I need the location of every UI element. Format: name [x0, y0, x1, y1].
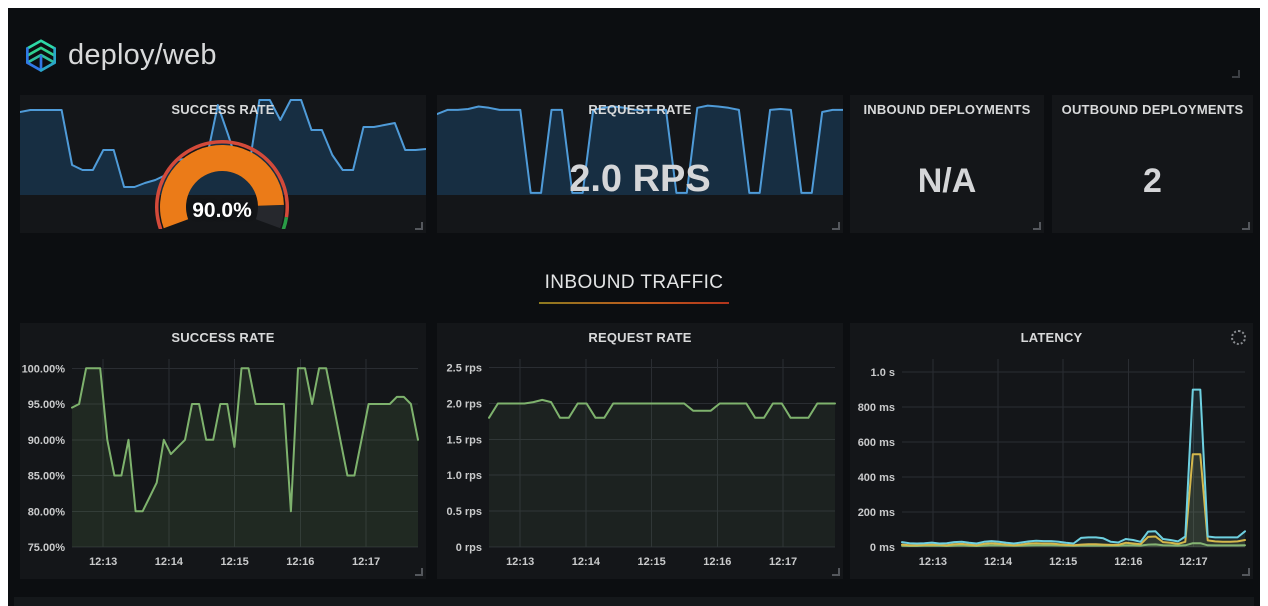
svg-text:12:17: 12:17 — [1179, 556, 1207, 568]
request-rate-value: 2.0 RPS — [569, 158, 711, 200]
svg-text:2.5 rps: 2.5 rps — [447, 363, 482, 375]
panel-title[interactable]: LATENCY — [1020, 330, 1083, 345]
svg-text:12:16: 12:16 — [703, 556, 731, 568]
loading-spinner-icon — [1231, 330, 1246, 345]
svg-text:12:13: 12:13 — [89, 556, 117, 568]
resize-handle[interactable] — [1033, 222, 1041, 230]
svg-text:12:13: 12:13 — [506, 556, 534, 568]
section-row-inbound-traffic: INBOUND TRAFFIC — [8, 270, 1260, 304]
panel-outbound-deployments: OUTBOUND DEPLOYMENTS 2 — [1052, 95, 1253, 233]
dashboard-header: deploy/web — [22, 36, 217, 74]
svg-text:0 ms: 0 ms — [870, 542, 895, 554]
panel-title[interactable]: SUCCESS RATE — [171, 102, 275, 117]
linkerd-logo-icon — [26, 39, 56, 72]
svg-text:2.0 rps: 2.0 rps — [447, 398, 482, 410]
svg-text:12:14: 12:14 — [572, 556, 601, 568]
panel-title[interactable]: INBOUND DEPLOYMENTS — [863, 102, 1031, 117]
svg-text:12:15: 12:15 — [221, 556, 249, 568]
svg-text:12:17: 12:17 — [352, 556, 380, 568]
svg-text:600 ms: 600 ms — [858, 437, 895, 449]
dashboard-title: deploy/web — [68, 38, 217, 71]
svg-text:400 ms: 400 ms — [858, 472, 895, 484]
section-title[interactable]: INBOUND TRAFFIC — [544, 272, 724, 293]
svg-text:0.5 rps: 0.5 rps — [447, 506, 482, 518]
inbound-latency-chart[interactable]: 0 ms 200 ms 400 ms 600 ms 800 ms 1.0 s 12:13 12… — [850, 323, 1253, 579]
svg-text:12:16: 12:16 — [286, 556, 314, 568]
svg-text:90.00%: 90.00% — [28, 435, 66, 447]
success-rate-gauge: 90.0% — [142, 129, 302, 230]
svg-text:12:17: 12:17 — [769, 556, 797, 568]
svg-text:95.00%: 95.00% — [28, 399, 66, 411]
svg-text:85.00%: 85.00% — [28, 471, 66, 483]
panel-inbound-deployments: INBOUND DEPLOYMENTS N/A — [850, 95, 1044, 233]
svg-text:1.0 rps: 1.0 rps — [447, 470, 482, 482]
svg-text:800 ms: 800 ms — [858, 402, 895, 414]
gauge-value: 90.0% — [192, 199, 252, 222]
panel-title[interactable]: SUCCESS RATE — [171, 330, 275, 345]
svg-text:75.00%: 75.00% — [28, 542, 66, 554]
svg-text:12:16: 12:16 — [1114, 556, 1142, 568]
svg-text:100.00%: 100.00% — [22, 363, 66, 375]
inbound-request-rate-chart[interactable]: 0 rps 0.5 rps 1.0 rps 1.5 rps 2.0 rps 2.5 rps… — [437, 323, 843, 579]
panel-success-rate-gauge: SUCCESS RATE 90.0% — [19, 95, 427, 233]
panel-title[interactable]: REQUEST RATE — [588, 330, 692, 345]
gauge-arc — [142, 129, 302, 230]
inbound-deployments-value: N/A — [917, 162, 977, 200]
panel-title[interactable]: REQUEST RATE — [588, 102, 692, 117]
svg-text:0 rps: 0 rps — [456, 542, 482, 554]
resize-handle[interactable] — [832, 568, 840, 576]
outbound-deployments-value: 2 — [1143, 162, 1162, 200]
inbound-success-rate-chart[interactable]: 75.00% 80.00% 85.00% 90.00% 95.00% 100.00% 12:… — [20, 323, 426, 579]
panel-title[interactable]: OUTBOUND DEPLOYMENTS — [1061, 102, 1244, 117]
request-rate-sparkline-chart — [436, 95, 844, 195]
resize-handle[interactable] — [1232, 70, 1240, 78]
section-underline — [539, 302, 729, 304]
panel-inbound-latency: LATENCY 0 ms 200 ms 400 ms 600 ms 800 ms 1.0 … — [850, 323, 1253, 579]
grafana-dashboard: deploy/web SUCCESS RATE 90.0% REQUEST RA… — [8, 8, 1260, 606]
svg-text:80.00%: 80.00% — [28, 506, 66, 518]
svg-text:12:15: 12:15 — [1049, 556, 1077, 568]
svg-text:1.0 s: 1.0 s — [871, 367, 895, 379]
next-row-panel-sliver — [14, 597, 1254, 606]
panel-inbound-request-rate: REQUEST RATE 0 rps 0.5 rps 1.0 rps 1.5 rps 2… — [437, 323, 843, 579]
resize-handle[interactable] — [832, 222, 840, 230]
resize-handle[interactable] — [1242, 222, 1250, 230]
resize-handle[interactable] — [1242, 568, 1250, 576]
svg-text:12:14: 12:14 — [984, 556, 1013, 568]
svg-text:12:15: 12:15 — [638, 556, 666, 568]
svg-text:1.5 rps: 1.5 rps — [447, 434, 482, 446]
resize-handle[interactable] — [415, 568, 423, 576]
svg-text:12:13: 12:13 — [919, 556, 947, 568]
resize-handle[interactable] — [415, 222, 423, 230]
svg-text:12:14: 12:14 — [155, 556, 184, 568]
panel-inbound-success-rate: SUCCESS RATE 75.00% 80.00% 85.00% 90.00% 95.… — [20, 323, 426, 579]
svg-text:200 ms: 200 ms — [858, 507, 895, 519]
panel-request-rate-stat: REQUEST RATE 2.0 RPS — [436, 95, 844, 233]
